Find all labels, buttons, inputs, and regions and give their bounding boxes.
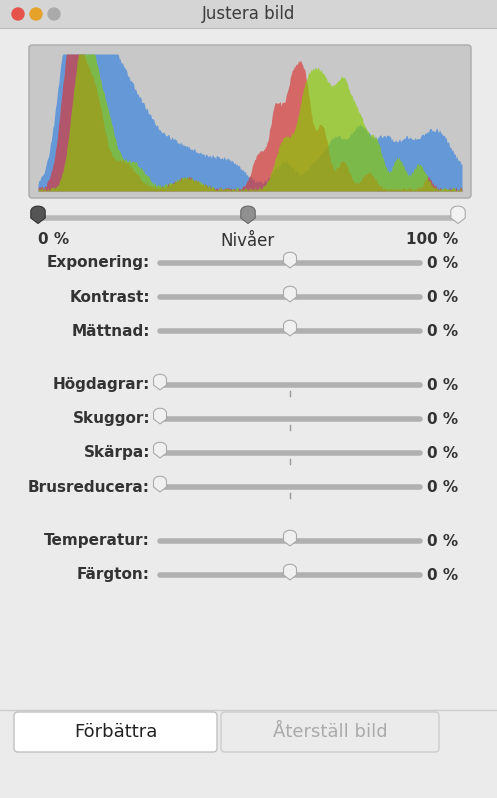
Text: Skärpa:: Skärpa:: [83, 445, 150, 460]
PathPatch shape: [154, 476, 166, 492]
Text: Högdagrar:: Högdagrar:: [53, 377, 150, 393]
Text: Exponering:: Exponering:: [47, 255, 150, 271]
Text: 0 %: 0 %: [427, 480, 458, 495]
PathPatch shape: [31, 206, 45, 223]
Circle shape: [48, 8, 60, 20]
PathPatch shape: [283, 252, 297, 268]
PathPatch shape: [154, 442, 166, 458]
Text: Temperatur:: Temperatur:: [44, 534, 150, 548]
FancyBboxPatch shape: [221, 712, 439, 752]
PathPatch shape: [154, 374, 166, 390]
PathPatch shape: [451, 206, 465, 223]
FancyBboxPatch shape: [29, 45, 471, 198]
Text: 0 %: 0 %: [427, 323, 458, 338]
Text: Färgton:: Färgton:: [77, 567, 150, 583]
Text: 0 %: 0 %: [427, 377, 458, 393]
PathPatch shape: [154, 409, 166, 424]
FancyBboxPatch shape: [0, 0, 497, 28]
Text: 0 %: 0 %: [427, 567, 458, 583]
PathPatch shape: [283, 564, 297, 580]
Text: 0 %: 0 %: [427, 534, 458, 548]
Text: Brusreducera:: Brusreducera:: [28, 480, 150, 495]
Text: Kontrast:: Kontrast:: [70, 290, 150, 305]
Text: Återställ bild: Återställ bild: [273, 723, 387, 741]
Text: 0 %: 0 %: [427, 290, 458, 305]
Text: Förbättra: Förbättra: [74, 723, 157, 741]
Text: 0 %: 0 %: [38, 232, 69, 247]
Circle shape: [12, 8, 24, 20]
Text: Nivåer: Nivåer: [221, 232, 275, 250]
Text: 100 %: 100 %: [406, 232, 458, 247]
PathPatch shape: [283, 320, 297, 336]
Text: Mättnad:: Mättnad:: [72, 323, 150, 338]
Text: 0 %: 0 %: [427, 412, 458, 426]
Text: Skuggor:: Skuggor:: [73, 412, 150, 426]
PathPatch shape: [283, 531, 297, 546]
PathPatch shape: [283, 286, 297, 302]
PathPatch shape: [241, 206, 255, 223]
Text: Justera bild: Justera bild: [202, 5, 295, 23]
Circle shape: [30, 8, 42, 20]
Text: 0 %: 0 %: [427, 445, 458, 460]
FancyBboxPatch shape: [14, 712, 217, 752]
Text: 0 %: 0 %: [427, 255, 458, 271]
